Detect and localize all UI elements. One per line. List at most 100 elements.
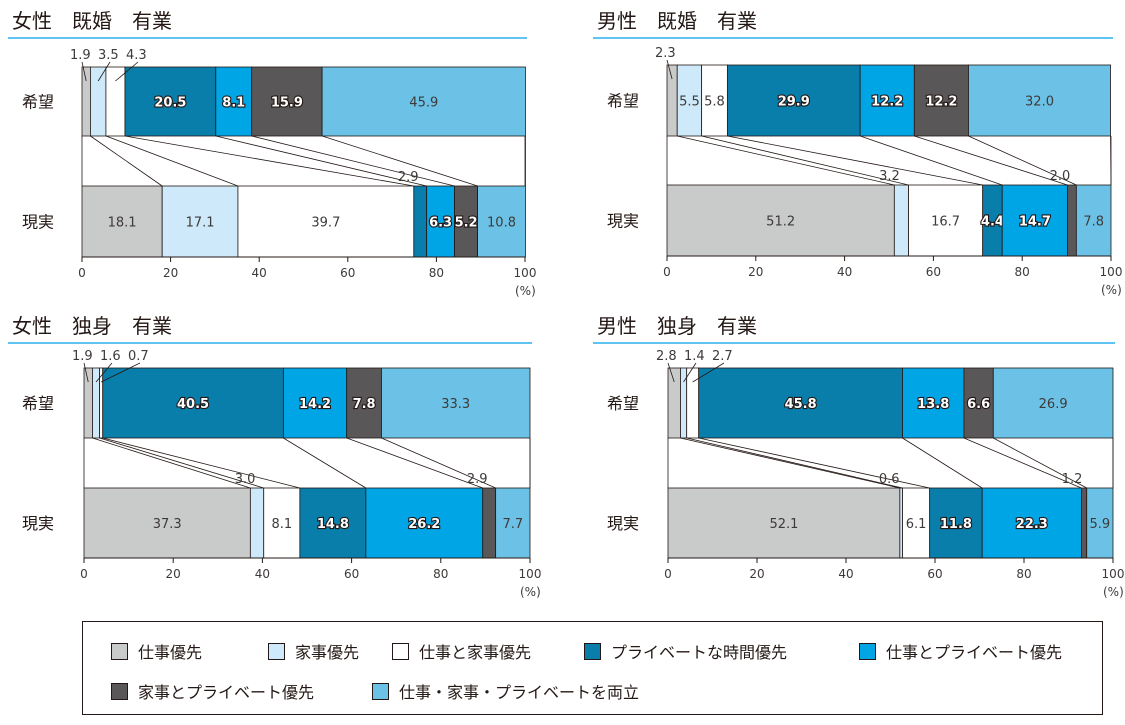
data-label: 5.8	[704, 95, 725, 110]
data-label: 3.2	[879, 169, 900, 184]
row-label-wish: 希望	[607, 394, 639, 413]
x-tick-label: 80	[433, 567, 448, 581]
data-label: 26.2	[408, 517, 440, 532]
data-label: 16.7	[931, 215, 960, 230]
data-label: 0.6	[879, 472, 900, 487]
x-tick-label: 40	[837, 265, 852, 279]
data-label: 15.9	[271, 96, 303, 111]
callout-line	[81, 61, 87, 82]
data-label: 14.8	[317, 517, 349, 532]
data-label: 7.8	[353, 397, 376, 412]
connector-line	[963, 437, 1082, 489]
connector-line	[124, 135, 414, 187]
x-tick-label: 20	[163, 266, 178, 280]
data-label: 26.9	[1039, 397, 1068, 412]
legend-swatch-workhome	[392, 642, 409, 660]
legend-item-workprivate: 仕事とプライベート優先	[859, 639, 1062, 663]
legend-swatch-private	[584, 642, 601, 660]
connector-line	[92, 437, 251, 489]
bar-segment-private	[124, 66, 217, 137]
callout-line	[97, 61, 111, 82]
data-label: 8.1	[222, 96, 245, 111]
row-label-wish: 希望	[22, 394, 54, 413]
connector-line	[102, 437, 300, 489]
data-label: 10.8	[487, 216, 516, 231]
data-label: 12.2	[871, 95, 903, 110]
data-label: 13.8	[917, 397, 949, 412]
connector-line	[251, 135, 455, 187]
connector-line	[727, 135, 983, 186]
legend-item-homeprivate: 家事とプライベート優先	[111, 679, 314, 703]
legend-swatch-home	[268, 642, 285, 660]
data-label: 32.0	[1025, 95, 1054, 110]
connector-line	[686, 437, 903, 489]
x-tick-label: 0	[663, 265, 671, 279]
panel-title: 女性 既婚 有業	[12, 9, 172, 33]
data-label: 14.2	[299, 397, 331, 412]
row-label-reality: 現実	[22, 213, 54, 232]
bar-segment-workprivate	[282, 367, 348, 439]
bar-segment-all	[968, 64, 1111, 137]
x-tick-label: 20	[749, 567, 764, 581]
connector-line	[698, 437, 930, 489]
data-label: 40.5	[177, 397, 209, 412]
bar-segment-homeprivate	[251, 66, 323, 137]
connector-line	[860, 135, 1003, 186]
legend-label: 家事優先	[295, 643, 360, 662]
data-label: 20.5	[154, 96, 186, 111]
x-tick-label: 80	[1016, 567, 1031, 581]
bar-segment-home	[249, 487, 265, 559]
x-tick-label: 0	[664, 567, 672, 581]
bar-segment-work	[667, 367, 681, 439]
x-tick-label: 100	[519, 567, 542, 581]
x-tick-label: 100	[514, 266, 537, 280]
x-tick-label: 60	[344, 567, 359, 581]
connector-line	[215, 135, 427, 187]
legend: 仕事優先 家事優先 仕事と家事優先 プライベートな時間優先 仕事とプライベート優…	[82, 621, 1103, 715]
bar-segment-workprivate	[365, 487, 484, 559]
row-label-wish: 希望	[22, 93, 54, 112]
bar-segment-workhome	[701, 64, 728, 137]
bar-segment-all	[992, 367, 1114, 439]
connector-line	[902, 437, 983, 489]
connector-line	[99, 437, 264, 489]
bar-segment-homeprivate	[346, 367, 382, 439]
row-label-reality: 現実	[607, 212, 639, 231]
x-tick-label: 20	[166, 567, 181, 581]
row-label-reality: 現実	[607, 514, 639, 533]
data-label: 8.1	[271, 517, 292, 532]
x-tick-label: 20	[748, 265, 763, 279]
legend-swatch-workprivate	[859, 642, 876, 660]
connector-line	[381, 437, 496, 489]
legend-label: 家事とプライベート優先	[138, 683, 315, 702]
legend-swatch-homeprivate	[111, 682, 128, 700]
bar-segment-work	[666, 184, 895, 257]
bar-segment-workhome	[686, 367, 700, 439]
panel-title: 男性 既婚 有業	[597, 9, 757, 33]
data-label: 39.7	[311, 216, 340, 231]
bar-segment-all	[1086, 487, 1114, 559]
data-label: 33.3	[441, 397, 470, 412]
x-tick-label: 60	[926, 265, 941, 279]
callout-line	[100, 362, 141, 383]
data-label: 1.4	[684, 349, 705, 364]
bar-segment-home	[676, 64, 703, 137]
connector-line	[677, 135, 895, 186]
bar-segment-home	[161, 185, 239, 258]
data-label: 5.9	[1090, 517, 1111, 532]
data-label: 3.0	[235, 472, 256, 487]
callout-line	[95, 362, 113, 383]
legend-item-workhome: 仕事と家事優先	[392, 639, 531, 663]
panel-title: 女性 独身 有業	[12, 314, 172, 338]
legend-swatch-work	[111, 642, 128, 660]
x-tick-label: 60	[927, 567, 942, 581]
legend-label: 仕事とプライベート優先	[886, 643, 1063, 662]
x-axis-unit: (%)	[1103, 585, 1124, 599]
data-label: 45.8	[785, 397, 817, 412]
data-label: 22.3	[1016, 517, 1048, 532]
x-axis-unit: (%)	[520, 585, 541, 599]
x-axis-unit: (%)	[1101, 283, 1122, 297]
data-label: 29.9	[778, 95, 810, 110]
x-tick-label: 100	[1102, 567, 1125, 581]
